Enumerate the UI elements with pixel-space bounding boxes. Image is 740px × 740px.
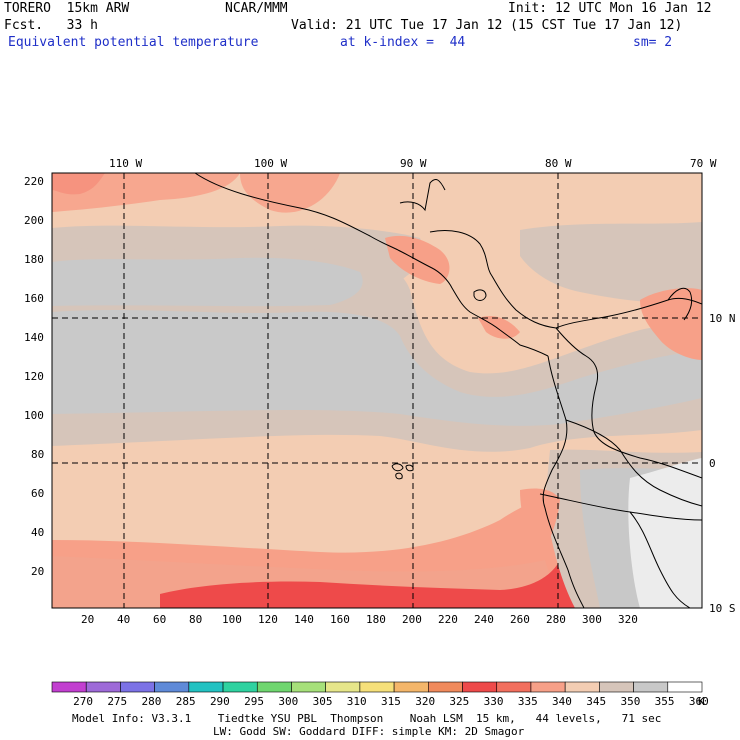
gray-mid-right — [520, 222, 702, 303]
border-1 — [555, 327, 702, 479]
colorbar-label: 280 — [141, 695, 162, 708]
coastline-venezuela — [667, 287, 693, 321]
border-3 — [539, 493, 702, 521]
colorbar-label: 300 — [278, 695, 299, 708]
lon-label-80w: 80 W — [545, 157, 572, 170]
init-time: Init: 12 UTC Mon 16 Jan 12 — [508, 1, 712, 16]
lat-label-10n: 10 N — [709, 312, 736, 325]
y-tick: 200 — [24, 214, 44, 227]
colorbar-label: 270 — [73, 695, 93, 708]
land-white — [628, 458, 702, 608]
border-4 — [629, 511, 691, 608]
x-tick: 100 — [222, 613, 242, 626]
colorbar-label: 335 — [517, 695, 538, 708]
x-tick: 280 — [546, 613, 566, 626]
lon-label-70w: 70 W — [690, 157, 717, 170]
x-tick: 220 — [438, 613, 458, 626]
x-tick: 80 — [189, 613, 203, 626]
orange-top-mid — [240, 173, 340, 213]
x-tick: 60 — [153, 613, 167, 626]
coastline-west-sa — [542, 355, 585, 608]
x-tick: 200 — [402, 613, 422, 626]
y-tick: 60 — [31, 487, 45, 500]
lon-label-100w: 100 W — [254, 157, 288, 170]
plot-frame — [51, 172, 703, 609]
coastline-south-america — [555, 297, 702, 329]
x-tick: 40 — [117, 613, 131, 626]
x-tick: 120 — [258, 613, 278, 626]
colorbar-label: 345 — [586, 695, 607, 708]
x-tick: 180 — [366, 613, 386, 626]
model-title: TORERO 15km ARW — [4, 1, 130, 16]
x-tick: 300 — [582, 613, 602, 626]
k-index: at k-index = 44 — [340, 35, 466, 50]
colorbar-label: 340 — [552, 695, 572, 708]
coastline-central-america — [397, 249, 549, 357]
colorbar-unit: K — [698, 695, 705, 708]
border-2 — [565, 419, 702, 507]
gray-core-2 — [52, 310, 702, 426]
y-tick: 120 — [24, 370, 44, 383]
orange-top-left — [52, 173, 240, 212]
lon-label-110w: 110 W — [109, 157, 143, 170]
x-tick: 20 — [81, 613, 95, 626]
y-tick: 100 — [24, 409, 44, 422]
colorbar-label: 285 — [175, 695, 196, 708]
lon-label-90w: 90 W — [400, 157, 427, 170]
x-tick: 320 — [618, 613, 638, 626]
y-tick: 40 — [31, 526, 45, 539]
x-tick: 160 — [330, 613, 350, 626]
orange-patch-ne — [640, 288, 702, 360]
organization: NCAR/MMM — [225, 1, 288, 16]
colorbar-label: 355 — [654, 695, 675, 708]
y-tick: 20 — [31, 565, 45, 578]
colorbar-label: 330 — [483, 695, 504, 708]
coastline-yucatan — [399, 179, 446, 212]
colorbar-label: 275 — [107, 695, 128, 708]
field-name: Equivalent potential temperature — [8, 35, 259, 50]
colorbar-label: 295 — [244, 695, 265, 708]
smoothing: sm= 2 — [633, 35, 673, 50]
coastline-mexico — [194, 173, 399, 251]
y-tick: 160 — [24, 292, 44, 305]
colorbar-label: 350 — [620, 695, 641, 708]
colorbar-label: 305 — [312, 695, 333, 708]
x-tick: 240 — [474, 613, 494, 626]
forecast-hour: Fcst. 33 h — [4, 18, 98, 33]
y-tick: 80 — [31, 448, 45, 461]
y-tick: 180 — [24, 253, 44, 266]
y-tick: 140 — [24, 331, 44, 344]
y-tick: 220 — [24, 175, 44, 188]
islands-galapagos — [391, 463, 414, 480]
lake-nicaragua — [473, 289, 487, 301]
red-strip-south — [160, 560, 580, 608]
model-info: Model Info: V3.3.1 Tiedtke YSU PBL Thomp… — [72, 712, 662, 725]
lat-label-10s: 10 S — [709, 602, 736, 615]
colorbar-label: 315 — [381, 695, 401, 708]
lat-label-0: 0 — [709, 457, 716, 470]
colorbar-label: 325 — [449, 695, 470, 708]
orange-patch-cr — [478, 315, 520, 339]
orange-patch-col — [520, 488, 560, 548]
colorbar-label: 360 — [688, 695, 709, 708]
colorbar-label: 320 — [415, 695, 436, 708]
x-tick: 260 — [510, 613, 530, 626]
colorbar-label: 290 — [209, 695, 230, 708]
x-tick: 140 — [294, 613, 314, 626]
colorbar-label: 310 — [346, 695, 367, 708]
valid-time: Valid: 21 UTC Tue 17 Jan 12 (15 CST Tue … — [291, 18, 683, 33]
model-physics: LW: Godd SW: Goddard DIFF: simple KM: 2D… — [213, 725, 525, 738]
gray-core-1 — [52, 257, 363, 307]
